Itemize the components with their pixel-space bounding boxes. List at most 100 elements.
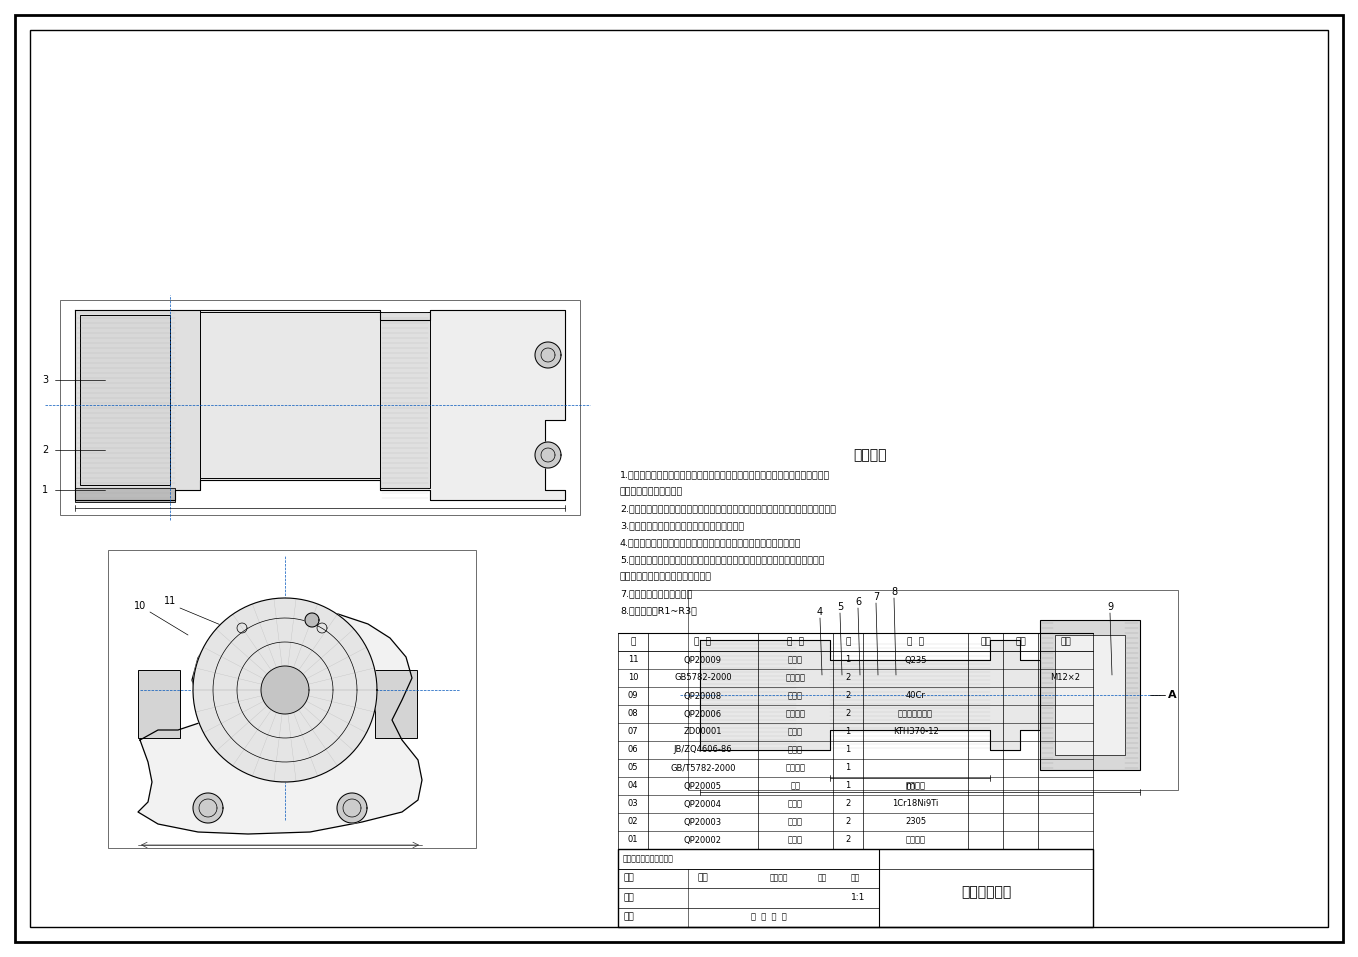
Text: 材  料: 材 料 [907, 637, 923, 647]
Text: 11: 11 [164, 596, 177, 606]
Text: 槽、螺母和螺钉、螺栓头都不得损坏: 槽、螺母和螺钉、螺栓头都不得损坏 [621, 572, 712, 582]
Text: 共  张  第  张: 共 张 第 张 [751, 913, 786, 922]
Text: 04: 04 [627, 782, 638, 790]
Text: QP20006: QP20006 [684, 709, 722, 719]
Text: 备注: 备注 [1061, 637, 1071, 647]
Bar [706, 652, 796, 740]
Text: 导向套: 导向套 [788, 817, 803, 827]
Bar [699, 645, 830, 745]
Bar [139, 670, 181, 738]
Polygon shape [261, 666, 310, 714]
Text: 阶段标记: 阶段标记 [770, 874, 789, 882]
Text: QP20008: QP20008 [684, 692, 722, 701]
Text: 2: 2 [846, 674, 850, 682]
Text: 02: 02 [627, 817, 638, 827]
Text: ZD00001: ZD00001 [683, 727, 722, 737]
Text: 2: 2 [846, 692, 850, 701]
Bar [375, 670, 417, 738]
Text: 5.螺钉、螺栓和螺母紧固时，严禁打击或使用不合适的旋具和扳手。紧固后螺钉: 5.螺钉、螺栓和螺母紧固时，严禁打击或使用不合适的旋具和扳手。紧固后螺钉 [621, 555, 824, 565]
Text: 防尘罩: 防尘罩 [788, 835, 803, 844]
Text: QP20003: QP20003 [684, 817, 722, 827]
Text: 08: 08 [627, 709, 638, 719]
Text: JB/ZQ4606-86: JB/ZQ4606-86 [674, 746, 732, 754]
Text: 01: 01 [627, 835, 638, 844]
Text: 1: 1 [846, 656, 850, 664]
Polygon shape [193, 598, 378, 782]
Text: 1: 1 [846, 727, 850, 737]
Text: 2.装配前应对零、部件的主要配合尺寸，特别是过盈配合尺寸及相关精度进行复查；: 2.装配前应对零、部件的主要配合尺寸，特别是过盈配合尺寸及相关精度进行复查； [621, 504, 837, 514]
Text: 2305: 2305 [904, 817, 926, 827]
Text: 07: 07 [627, 727, 638, 737]
Text: 2: 2 [846, 799, 850, 809]
Text: 重量: 重量 [818, 874, 827, 882]
Bar [60, 300, 580, 515]
Text: Q235: Q235 [904, 656, 926, 664]
Text: M12×2: M12×2 [1051, 674, 1081, 682]
Text: 06: 06 [627, 746, 638, 754]
Polygon shape [699, 640, 1040, 750]
Text: 1.零件在装配前必须清理和清洗干净，不得有毛刺、飞边、氧化皮、锈蚀、切屑、: 1.零件在装配前必须清理和清洗干净，不得有毛刺、飞边、氧化皮、锈蚀、切屑、 [621, 471, 830, 479]
Text: QP20004: QP20004 [684, 799, 722, 809]
Bar [1055, 635, 1124, 755]
Text: 半金属复合材料: 半金属复合材料 [898, 709, 933, 719]
Text: 11: 11 [627, 656, 638, 664]
Bar [618, 849, 1093, 927]
Text: 活塞: 活塞 [790, 782, 800, 790]
Bar [75, 310, 200, 490]
Text: 摩擦片: 摩擦片 [788, 692, 803, 701]
Text: 导向片: 导向片 [788, 799, 803, 809]
Text: 放气螺钉: 放气螺钉 [785, 764, 805, 772]
Text: A: A [1168, 690, 1176, 700]
Bar [689, 590, 1177, 790]
Bar [1040, 620, 1139, 770]
Text: GB5782-2000: GB5782-2000 [674, 674, 732, 682]
Text: 2: 2 [846, 835, 850, 844]
Polygon shape [139, 609, 422, 834]
Text: 03: 03 [627, 799, 638, 809]
Text: 总计: 总计 [1016, 637, 1025, 647]
Text: 2: 2 [846, 709, 850, 719]
Text: 技术要求: 技术要求 [853, 448, 887, 462]
Text: 名  称: 名 称 [788, 637, 804, 647]
Text: 1: 1 [846, 764, 850, 772]
Polygon shape [193, 793, 223, 823]
Polygon shape [306, 613, 319, 627]
Text: 7: 7 [873, 592, 879, 602]
Text: 序: 序 [630, 637, 636, 647]
Bar [80, 315, 170, 485]
Text: QP20005: QP20005 [684, 782, 722, 790]
Text: 固定螺栓: 固定螺栓 [785, 674, 805, 682]
Text: 8.未注圆角为R1~R3；: 8.未注圆角为R1~R3； [621, 607, 697, 615]
Text: 1: 1 [846, 746, 850, 754]
Text: 转向节: 转向节 [788, 656, 803, 664]
Text: 1Cr18Ni9Ti: 1Cr18Ni9Ti [892, 799, 938, 809]
Polygon shape [75, 310, 565, 500]
Text: 标记处数分区更改文件号: 标记处数分区更改文件号 [623, 855, 674, 863]
Text: m: m [906, 781, 915, 791]
Polygon shape [337, 793, 367, 823]
Text: 10: 10 [134, 601, 147, 611]
Text: 4.装配液压系统时允许使用密封填料或密封胶，但应防止进入系统中；: 4.装配液压系统时允许使用密封填料或密封胶，但应防止进入系统中； [621, 539, 801, 547]
Text: 工艺: 工艺 [623, 913, 634, 922]
Text: 制动钳: 制动钳 [788, 727, 803, 737]
Text: 09: 09 [627, 692, 638, 701]
Text: 6: 6 [856, 597, 861, 607]
Bar [75, 488, 175, 502]
Text: 油污、着色剂和灰尘等；: 油污、着色剂和灰尘等； [621, 487, 683, 497]
Text: 比例: 比例 [850, 874, 860, 882]
Text: 氟丁橡胶: 氟丁橡胶 [906, 835, 926, 844]
Text: 2: 2 [42, 445, 48, 455]
Text: 硅铝合金: 硅铝合金 [906, 782, 926, 790]
Text: 描绘: 描绘 [698, 874, 709, 882]
Text: 9: 9 [1107, 602, 1114, 612]
Text: 40Cr: 40Cr [906, 692, 925, 701]
Text: GB/T5782-2000: GB/T5782-2000 [671, 764, 736, 772]
Text: 3.装配过程中零件不允许碰、碰、划伤和锈蚀；: 3.装配过程中零件不允许碰、碰、划伤和锈蚀； [621, 522, 744, 530]
Text: 8: 8 [891, 587, 898, 597]
Text: 设计: 设计 [623, 874, 634, 882]
Text: 审核: 审核 [623, 893, 634, 902]
Text: 2: 2 [846, 817, 850, 827]
Bar [380, 312, 430, 488]
Bar [109, 550, 477, 848]
Text: 5: 5 [837, 602, 843, 612]
